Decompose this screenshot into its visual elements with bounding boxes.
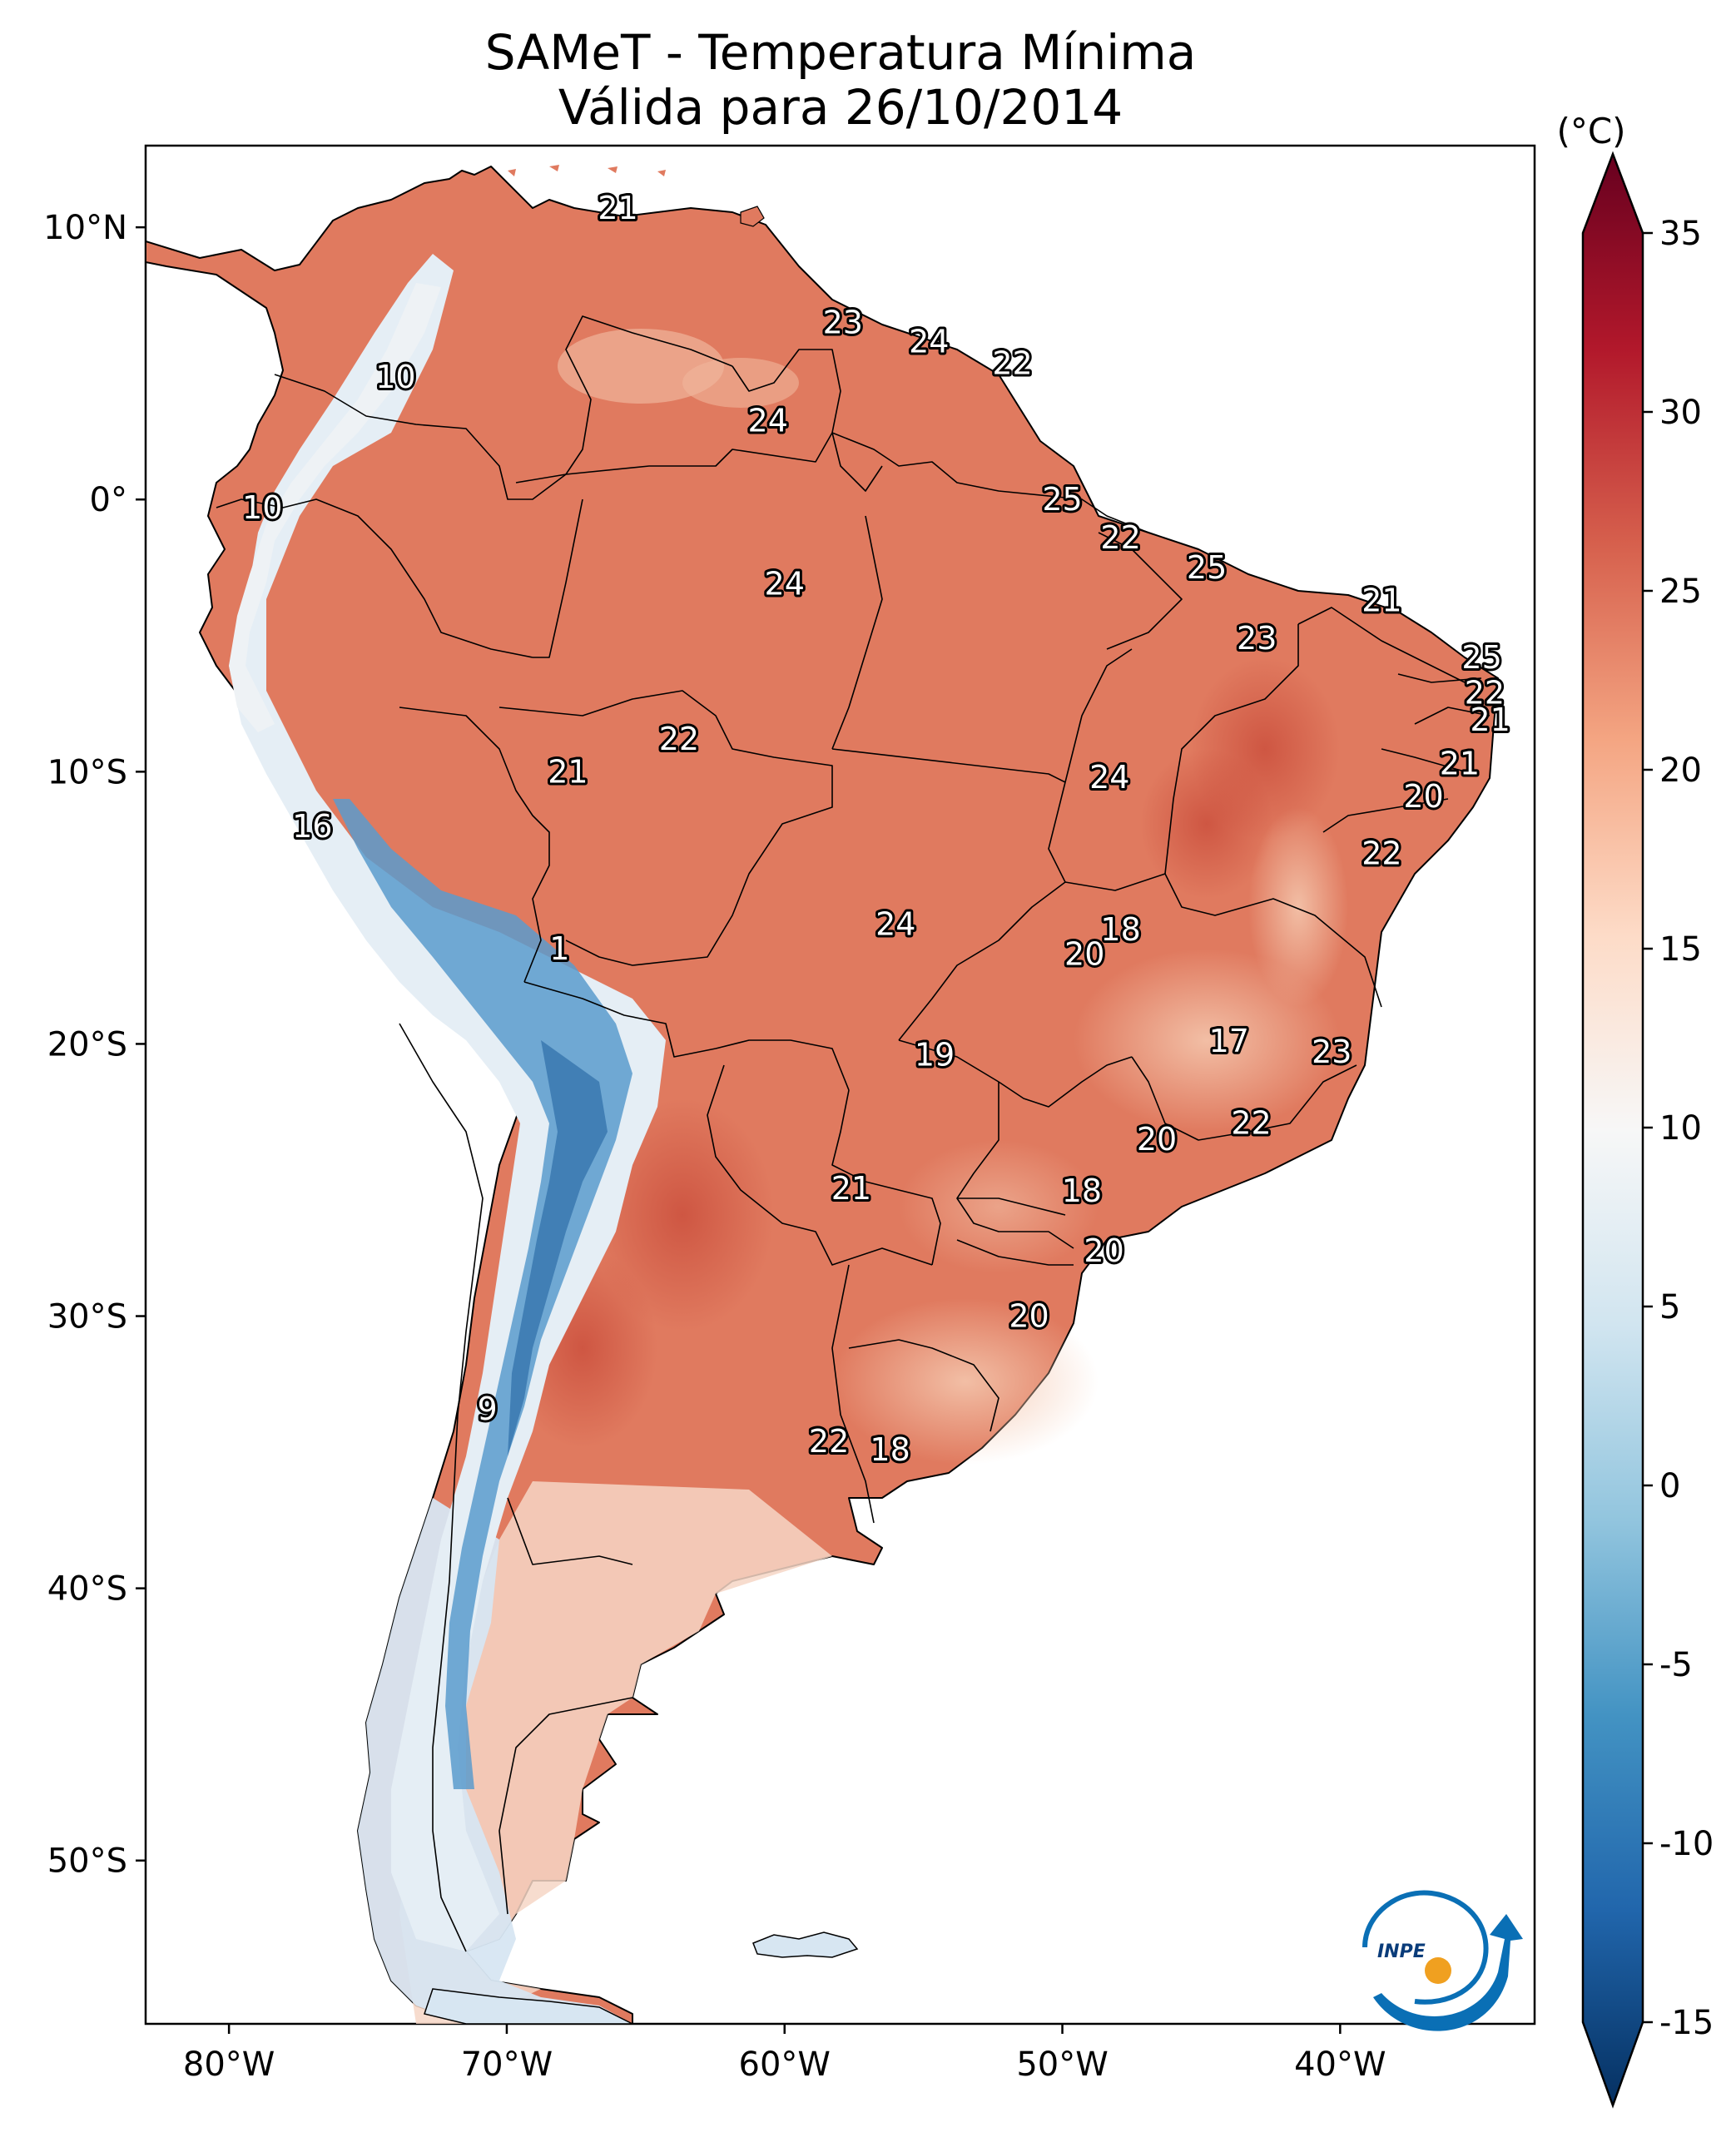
- lat-tick-label: 0°: [90, 481, 127, 519]
- colorbar-tick-label: 20: [1659, 751, 1702, 790]
- temperature-label: 20: [1064, 936, 1104, 973]
- political-borders: [216, 315, 1490, 1952]
- logo-text: INPE: [1377, 1941, 1426, 1962]
- lon-tick-label: 70°W: [461, 2045, 553, 2084]
- temperature-label: 22: [1362, 836, 1401, 872]
- temperature-label: 24: [875, 906, 915, 943]
- temperature-label: 22: [659, 721, 699, 757]
- temperature-label: 21: [548, 753, 588, 790]
- temperature-label: 17: [1209, 1023, 1249, 1059]
- colorbar-unit: (°C): [1556, 111, 1625, 151]
- temperature-label: 22: [1465, 675, 1505, 712]
- temperature-label: 9: [478, 1391, 498, 1427]
- temperature-label: 19: [915, 1037, 955, 1074]
- cool-parana: [899, 1140, 1099, 1273]
- andes-cold-core: [333, 799, 632, 1789]
- temperature-label: 10: [242, 489, 282, 526]
- temperature-label: 22: [1231, 1104, 1271, 1141]
- temperature-label: 18: [870, 1431, 910, 1468]
- colorbar-tick-label: 35: [1659, 215, 1702, 253]
- temperature-label: 21: [1362, 582, 1401, 618]
- temperature-label: 24: [1089, 759, 1129, 796]
- temperature-label: 21: [598, 190, 637, 226]
- temperature-label: 21: [1470, 702, 1510, 738]
- falkland-islands: [752, 1931, 859, 1958]
- temperature-label: 22: [809, 1423, 849, 1460]
- temperature-label: 24: [748, 402, 788, 439]
- logo-swoosh: [1373, 1914, 1523, 2031]
- temperature-label: 20: [1137, 1121, 1177, 1158]
- trinidad-island: [740, 206, 765, 227]
- colorbar-tick-label: 0: [1659, 1467, 1680, 1505]
- logo-sun: [1425, 1957, 1451, 1984]
- map-title: SAMeT - Temperatura Mínima: [484, 24, 1197, 81]
- temperature-label: 20: [1009, 1298, 1049, 1335]
- temperature-label: 1: [549, 930, 569, 967]
- warm-core-chaco: [591, 1098, 774, 1331]
- map-axes: 80°W 70°W 60°W 50°W 40°W 10°N 0° 10°S 20°S 30°S 40…: [43, 209, 1386, 2084]
- cool-minas-gerais: [1074, 949, 1340, 1132]
- lon-tick-label: 50°W: [1016, 2045, 1108, 2084]
- lon-tick-label: 40°W: [1294, 2045, 1386, 2084]
- temperature-label: 23: [823, 305, 863, 341]
- colorbar-tick-label: 25: [1659, 573, 1702, 611]
- inpe-logo: INPE: [1362, 1890, 1523, 2031]
- colorbar-tick-label: -10: [1659, 1825, 1714, 1863]
- lat-tick-label: 30°S: [47, 1298, 127, 1336]
- lon-tick-label: 60°W: [739, 2045, 831, 2084]
- temperature-label: 10: [375, 359, 415, 395]
- tierra-del-fuego: [424, 1988, 633, 2024]
- colorbar-ticks: 35 30 25 20 15 10 5 0 -5 -10 -15: [1643, 215, 1714, 2042]
- north-andes-cold: [229, 283, 441, 732]
- lat-tick-label: 40°S: [47, 1570, 127, 1609]
- temperature-label: 18: [1100, 911, 1140, 948]
- warm-core-bahia: [1140, 749, 1273, 899]
- colorbar-tick-label: 15: [1659, 930, 1702, 969]
- colorbar: (°C) 35 30 25 20 15 10 5 0 -5 -10 -15: [1556, 111, 1714, 2109]
- temperature-label: 21: [1440, 746, 1480, 782]
- patagonia-pale: [399, 1481, 832, 2024]
- temperature-label: 20: [1084, 1232, 1123, 1269]
- logo-arc: [1362, 1890, 1489, 2005]
- temperature-label: 20: [1403, 778, 1443, 815]
- temperature-label: 16: [292, 808, 332, 845]
- map-layers: [146, 165, 1499, 2024]
- colorbar-bar: [1581, 151, 1644, 2109]
- temperature-label: 24: [765, 566, 805, 602]
- cool-bahia-plateau: [1248, 807, 1348, 1007]
- lon-tick-label: 80°W: [183, 2045, 275, 2084]
- temperature-label: 23: [1237, 620, 1277, 657]
- colorbar-tick-label: -15: [1659, 2004, 1714, 2042]
- temperature-label: 22: [1100, 519, 1140, 556]
- temperature-label: 23: [1312, 1034, 1352, 1070]
- temperature-label: 21: [831, 1170, 871, 1207]
- temperature-label: 18: [1062, 1173, 1102, 1209]
- colorbar-tick-label: 10: [1659, 1109, 1702, 1148]
- colorbar-tick-label: -5: [1659, 1646, 1693, 1684]
- lat-tick-label: 50°S: [47, 1842, 127, 1881]
- lat-tick-label: 10°N: [43, 209, 127, 247]
- temperature-label: 24: [909, 324, 949, 360]
- temperature-label: 22: [992, 345, 1032, 382]
- lat-tick-label: 20°S: [47, 1025, 127, 1064]
- lat-tick-label: 10°S: [47, 753, 127, 791]
- andes-cold-deep: [508, 1040, 608, 1456]
- roraima-highlands: [682, 358, 799, 408]
- temperature-label: 25: [1461, 639, 1501, 676]
- colorbar-tick-label: 30: [1659, 394, 1702, 432]
- map-subtitle: Válida para 26/10/2014: [558, 79, 1123, 136]
- colorbar-tick-label: 5: [1659, 1288, 1680, 1326]
- temperature-label: 25: [1042, 481, 1082, 518]
- temperature-label: 25: [1187, 549, 1227, 586]
